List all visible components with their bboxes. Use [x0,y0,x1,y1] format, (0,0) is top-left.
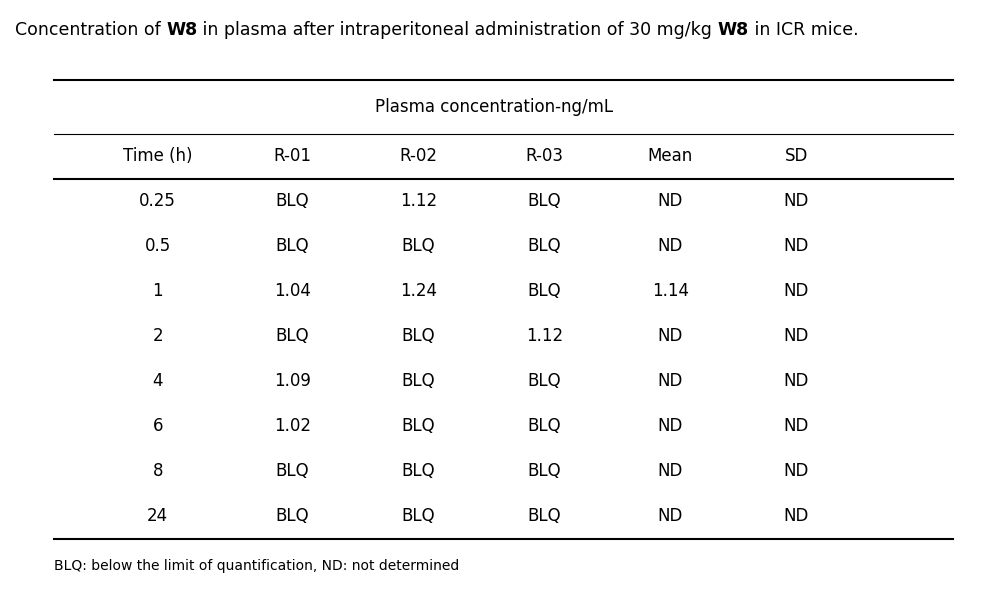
Text: BLQ: BLQ [402,462,436,480]
Text: R-03: R-03 [526,147,563,165]
Text: BLQ: BLQ [528,417,561,435]
Text: BLQ: BLQ [528,237,561,255]
Text: 1.12: 1.12 [526,327,563,345]
Text: ND: ND [783,237,809,255]
Text: 1: 1 [152,282,163,300]
Text: SD: SD [784,147,808,165]
Text: Concentration of: Concentration of [15,21,166,38]
Text: ND: ND [658,192,683,210]
Text: 1.04: 1.04 [274,282,311,300]
Text: BLQ: BLQ [402,327,436,345]
Text: W8: W8 [166,21,198,38]
Text: ND: ND [783,327,809,345]
Text: ND: ND [783,462,809,480]
Text: BLQ: BLQ [402,507,436,525]
Text: 0.5: 0.5 [144,237,171,255]
Text: ND: ND [783,282,809,300]
Text: BLQ: BLQ [402,417,436,435]
Text: 1.24: 1.24 [400,282,437,300]
Text: R-02: R-02 [399,147,438,165]
Text: BLQ: BLQ [528,507,561,525]
Text: ND: ND [658,462,683,480]
Text: in plasma after intraperitoneal administration of 30 mg/kg: in plasma after intraperitoneal administ… [198,21,717,38]
Text: ND: ND [783,372,809,390]
Text: 8: 8 [152,462,163,480]
Text: Time (h): Time (h) [123,147,193,165]
Text: in ICR mice.: in ICR mice. [749,21,859,38]
Text: BLQ: BLQ [528,372,561,390]
Text: ND: ND [658,417,683,435]
Text: 6: 6 [152,417,163,435]
Text: ND: ND [658,237,683,255]
Text: BLQ: BLQ [402,372,436,390]
Text: 1.12: 1.12 [400,192,437,210]
Text: ND: ND [658,507,683,525]
Text: R-01: R-01 [274,147,311,165]
Text: ND: ND [658,372,683,390]
Text: ND: ND [783,192,809,210]
Text: BLQ: below the limit of quantification, ND: not determined: BLQ: below the limit of quantification, … [54,559,459,574]
Text: ND: ND [783,417,809,435]
Text: 1.02: 1.02 [274,417,311,435]
Text: BLQ: BLQ [276,462,309,480]
Text: 1.14: 1.14 [652,282,689,300]
Text: Plasma concentration-ng/mL: Plasma concentration-ng/mL [374,98,614,116]
Text: BLQ: BLQ [528,282,561,300]
Text: ND: ND [783,507,809,525]
Text: 2: 2 [152,327,163,345]
Text: 0.25: 0.25 [139,192,176,210]
Text: 1.09: 1.09 [274,372,311,390]
Text: Mean: Mean [647,147,693,165]
Text: BLQ: BLQ [276,507,309,525]
Text: BLQ: BLQ [402,237,436,255]
Text: BLQ: BLQ [528,192,561,210]
Text: W8: W8 [717,21,749,38]
Text: ND: ND [658,327,683,345]
Text: BLQ: BLQ [276,237,309,255]
Text: BLQ: BLQ [276,192,309,210]
Text: BLQ: BLQ [276,327,309,345]
Text: 4: 4 [152,372,163,390]
Text: 24: 24 [147,507,168,525]
Text: BLQ: BLQ [528,462,561,480]
